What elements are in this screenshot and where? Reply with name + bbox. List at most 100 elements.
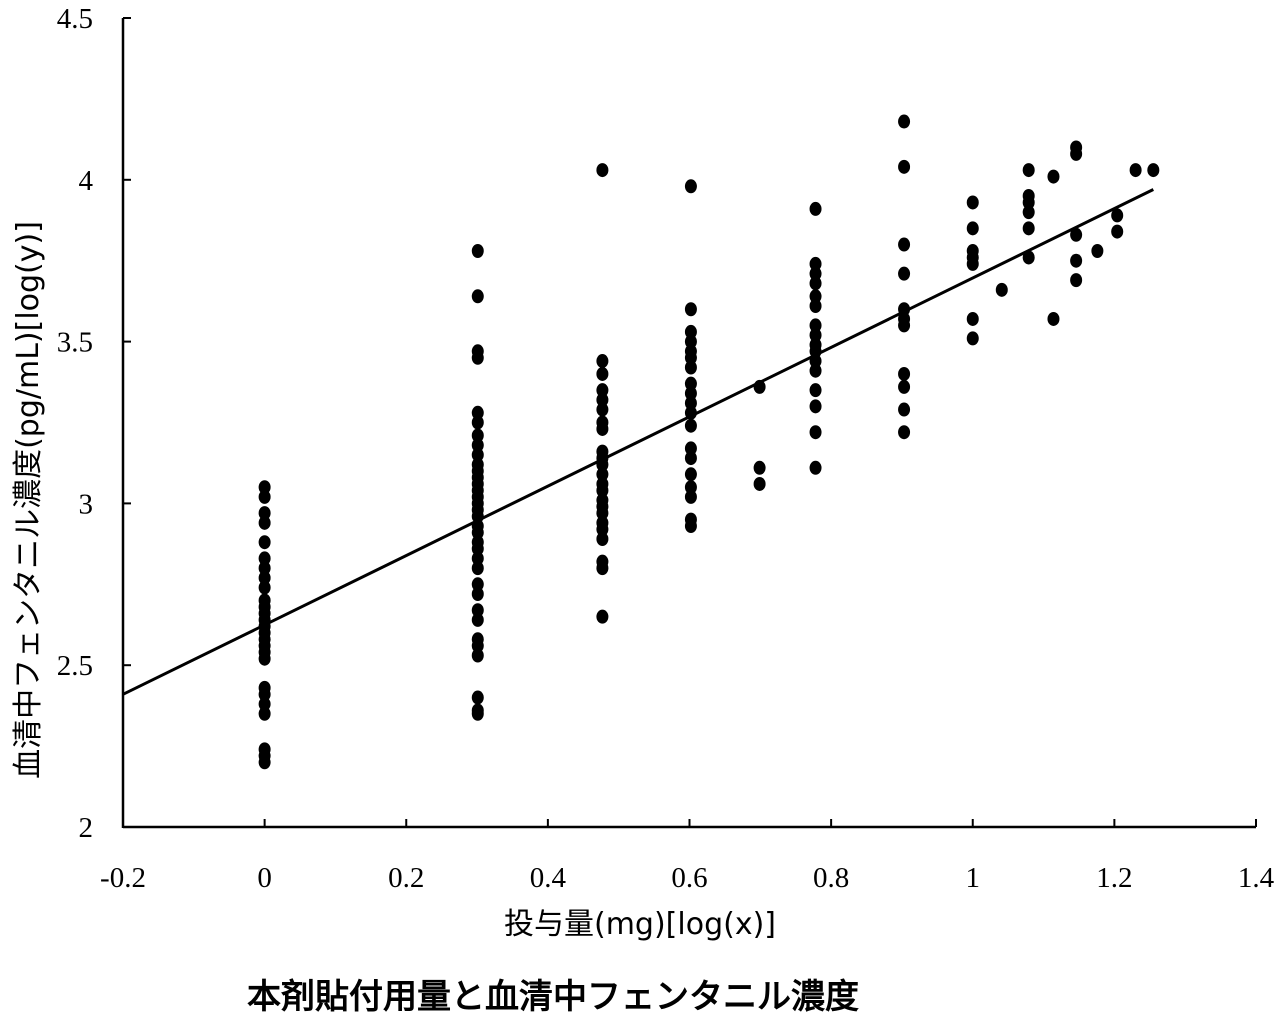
data-point	[809, 299, 822, 314]
data-point	[596, 163, 609, 178]
data-point	[809, 425, 822, 440]
data-point	[898, 159, 911, 174]
data-point	[809, 256, 822, 271]
data-point	[471, 243, 484, 258]
data-point	[471, 415, 484, 430]
data-points	[258, 114, 1160, 770]
x-tick-label: 0.4	[530, 862, 567, 894]
data-point	[258, 515, 271, 530]
data-point	[471, 577, 484, 592]
data-point	[471, 603, 484, 618]
data-point	[1070, 273, 1083, 288]
data-point	[898, 402, 911, 417]
data-point	[809, 460, 822, 475]
data-point	[684, 350, 697, 365]
data-point	[471, 638, 484, 653]
data-point	[809, 399, 822, 414]
data-point	[258, 697, 271, 712]
data-point	[258, 506, 271, 521]
data-point	[258, 551, 271, 566]
data-point	[1091, 243, 1104, 258]
data-point	[471, 612, 484, 627]
data-point	[898, 379, 911, 394]
data-point	[684, 179, 697, 194]
data-point	[258, 651, 271, 666]
data-point	[898, 114, 911, 129]
x-ticks: -0.2 0 0.2 0.4 0.6 0.8 1 1.2 1.4	[100, 819, 1275, 894]
data-point	[1047, 311, 1060, 326]
data-point	[1022, 163, 1035, 178]
data-point	[684, 418, 697, 433]
data-point	[471, 706, 484, 721]
data-point	[596, 392, 609, 407]
y-ticks: 2 2.5 3 3.5 4 4.5	[57, 3, 131, 844]
data-point	[471, 551, 484, 566]
y-tick-label: 2.5	[57, 650, 93, 682]
data-point	[1129, 163, 1142, 178]
data-point	[471, 525, 484, 540]
y-axis-title: 血清中フェンタニル濃度(pg/mL)[log(y)]	[11, 221, 46, 779]
data-point	[684, 360, 697, 375]
x-axis-title: 投与量(mg)[log(x)]	[504, 907, 776, 942]
data-point	[753, 460, 766, 475]
data-point	[471, 350, 484, 365]
y-tick-label: 4	[79, 165, 94, 197]
x-tick-label: 0.6	[671, 862, 707, 894]
data-point	[258, 706, 271, 721]
data-point	[1147, 163, 1160, 178]
x-tick-label: -0.2	[100, 862, 146, 894]
x-tick-label: 0	[257, 862, 272, 894]
data-point	[596, 561, 609, 576]
data-point	[684, 441, 697, 456]
data-point	[809, 318, 822, 333]
data-point	[258, 687, 271, 702]
data-point	[471, 289, 484, 304]
x-tick-label: 0.2	[388, 862, 424, 894]
data-point	[684, 324, 697, 339]
data-point	[596, 421, 609, 436]
data-point	[809, 328, 822, 343]
data-point	[966, 221, 979, 236]
x-tick-label: 1.2	[1096, 862, 1132, 894]
y-tick-label: 3	[79, 488, 94, 520]
data-point	[684, 334, 697, 349]
regression-line	[122, 188, 1154, 696]
data-point	[1022, 250, 1035, 265]
y-tick-label: 3.5	[57, 327, 93, 359]
data-point	[471, 447, 484, 462]
data-point	[1047, 169, 1060, 184]
data-point	[684, 480, 697, 495]
data-point	[1070, 253, 1083, 268]
data-point	[1070, 146, 1083, 161]
x-tick-label: 1.4	[1238, 862, 1275, 894]
data-point	[596, 609, 609, 624]
data-point	[684, 302, 697, 317]
data-point	[1022, 221, 1035, 236]
data-point	[596, 366, 609, 381]
data-point	[684, 376, 697, 391]
data-point	[258, 535, 271, 550]
data-point	[966, 331, 979, 346]
data-point	[684, 467, 697, 482]
data-point	[684, 396, 697, 411]
data-point	[898, 366, 911, 381]
data-point	[809, 363, 822, 378]
data-point	[471, 405, 484, 420]
data-point	[1070, 227, 1083, 242]
data-point	[898, 425, 911, 440]
y-tick-label: 2	[79, 812, 94, 844]
regression-line-group	[122, 188, 1154, 696]
data-point	[1111, 208, 1124, 223]
data-point	[898, 237, 911, 252]
data-point	[258, 489, 271, 504]
data-point	[471, 690, 484, 705]
data-point	[809, 289, 822, 304]
data-point	[684, 489, 697, 504]
y-tick-label: 4.5	[57, 3, 93, 35]
chart-title: 本剤貼付用量と血清中フェンタニル濃度	[247, 977, 859, 1017]
data-point	[809, 276, 822, 291]
data-point	[684, 386, 697, 401]
data-point	[596, 522, 609, 537]
data-point	[596, 402, 609, 417]
